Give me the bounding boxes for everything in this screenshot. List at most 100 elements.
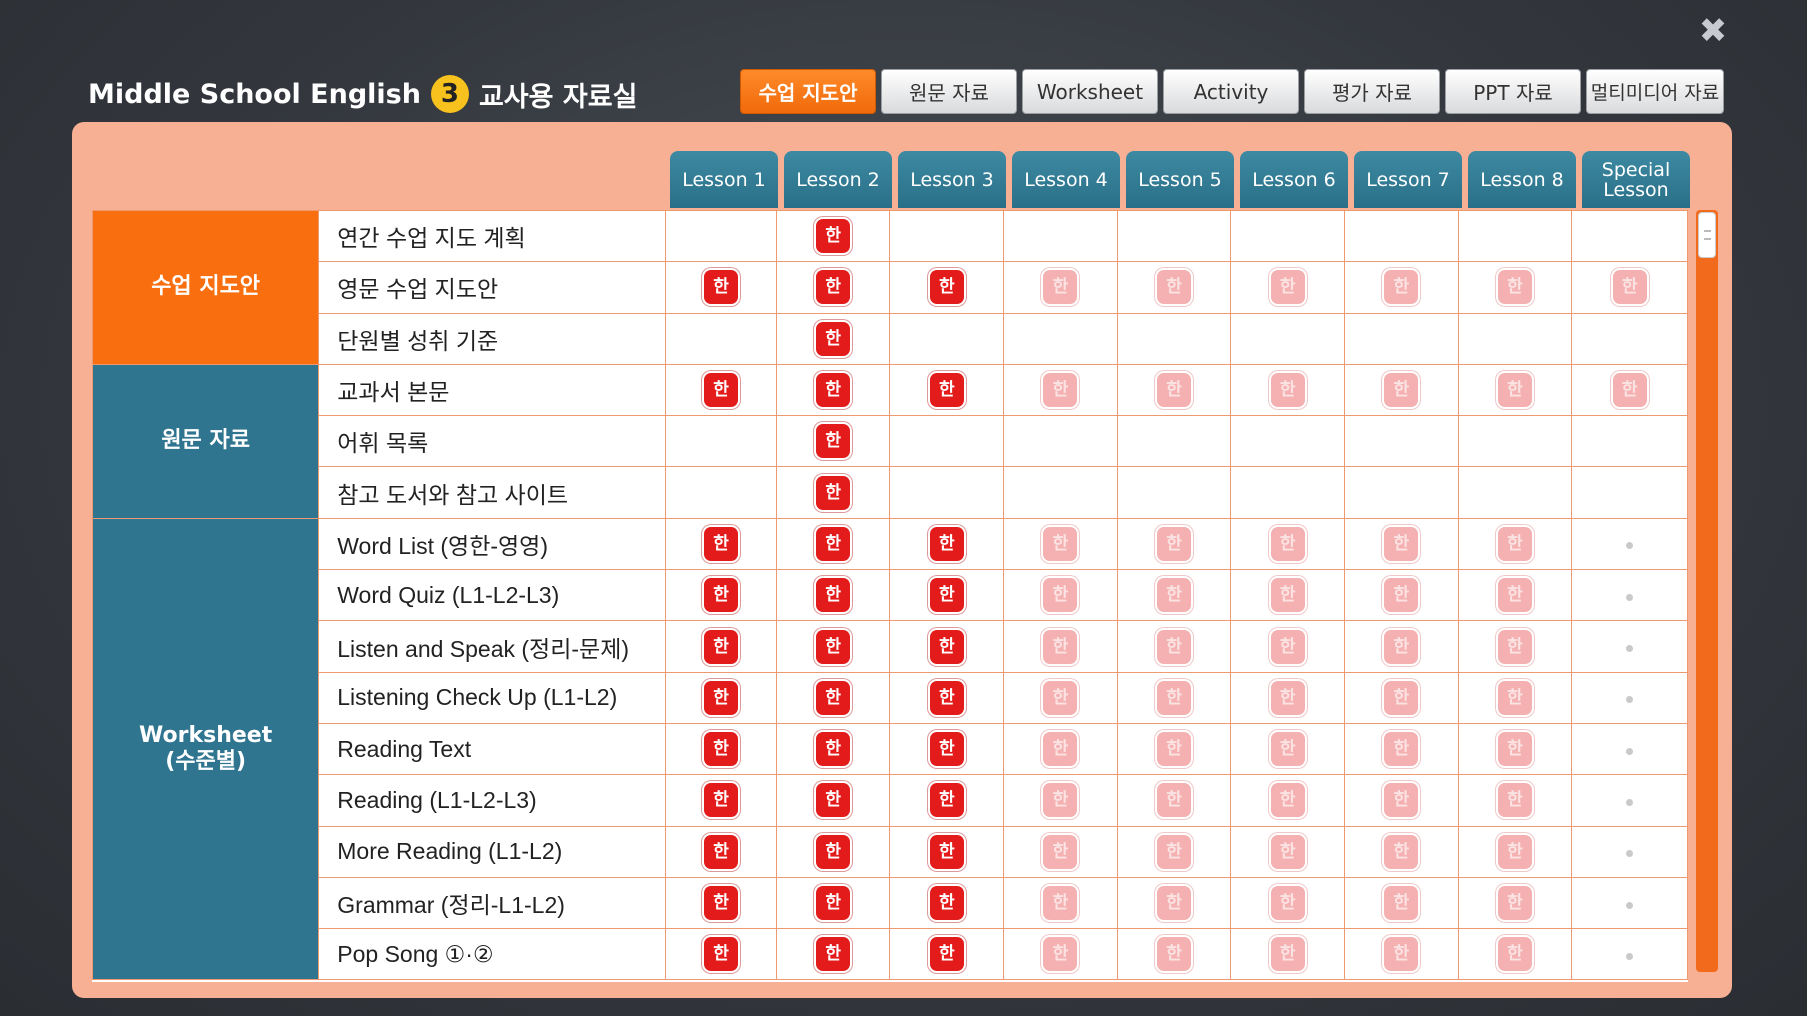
hangul-doc-icon[interactable]: 한 xyxy=(929,834,964,869)
hangul-doc-icon[interactable]: 한 xyxy=(704,270,739,305)
hangul-doc-icon[interactable]: 한 xyxy=(816,373,851,408)
lesson-tab-4[interactable]: Lesson 4 xyxy=(1012,151,1120,208)
lesson-cell xyxy=(1230,415,1346,468)
lesson-tab-6[interactable]: Lesson 6 xyxy=(1240,151,1348,208)
hangul-doc-icon[interactable]: 한 xyxy=(929,526,964,561)
hangul-doc-icon[interactable]: 한 xyxy=(816,526,851,561)
row-label: Pop Song ①·② xyxy=(318,928,667,981)
scrollbar-track[interactable] xyxy=(1696,210,1718,972)
hangul-doc-icon[interactable]: 한 xyxy=(816,578,851,613)
tab-lesson-plan[interactable]: 수업 지도안 xyxy=(740,69,876,114)
hangul-doc-icon[interactable]: 한 xyxy=(704,886,739,920)
hangul-doc-icon[interactable]: 한 xyxy=(816,219,851,254)
hangul-doc-icon[interactable]: 한 xyxy=(704,937,739,972)
tab-assessment[interactable]: 평가 자료 xyxy=(1304,69,1440,114)
lesson-tab-special[interactable]: Special Lesson xyxy=(1582,151,1690,208)
lesson-cell: 한 xyxy=(1003,363,1118,417)
hangul-doc-icon[interactable]: 한 xyxy=(704,834,739,869)
lesson-cell: 한 xyxy=(1003,876,1118,930)
hangul-doc-icon[interactable]: 한 xyxy=(816,680,851,715)
lesson-cell: 한 xyxy=(665,261,777,314)
hangul-doc-icon[interactable]: 한 xyxy=(816,321,851,356)
lesson-tab-3[interactable]: Lesson 3 xyxy=(898,151,1006,208)
tab-ppt[interactable]: PPT 자료 xyxy=(1445,69,1581,114)
hangul-doc-icon[interactable]: 한 xyxy=(816,834,851,869)
hangul-doc-icon: 한 xyxy=(1157,680,1192,715)
lesson-cell: 한 xyxy=(1344,928,1459,981)
close-icon[interactable]: ✖ xyxy=(1698,11,1728,51)
hangul-doc-icon[interactable]: 한 xyxy=(929,629,964,664)
hangul-doc-icon: 한 xyxy=(1384,578,1419,613)
table-row: Grammar (정리-L1-L2) 한 한 한 한 한 한 한 한 xyxy=(93,876,1688,930)
hangul-doc-icon: 한 xyxy=(1043,937,1078,972)
lesson-cell xyxy=(1116,415,1232,468)
hangul-doc-icon[interactable]: 한 xyxy=(929,937,964,972)
tab-source-material[interactable]: 원문 자료 xyxy=(881,69,1017,114)
hangul-doc-icon[interactable]: 한 xyxy=(704,680,739,715)
hangul-doc-icon[interactable]: 한 xyxy=(816,475,851,510)
lesson-cell xyxy=(1571,466,1688,519)
lesson-cell xyxy=(1003,415,1118,468)
lesson-cell: 한 xyxy=(1003,620,1118,673)
hangul-doc-icon[interactable]: 한 xyxy=(929,373,964,408)
hangul-doc-icon[interactable]: 한 xyxy=(816,424,851,459)
hangul-doc-icon[interactable]: 한 xyxy=(816,783,851,818)
hangul-doc-icon[interactable]: 한 xyxy=(816,732,851,767)
hangul-doc-icon[interactable]: 한 xyxy=(704,629,739,664)
hangul-doc-icon[interactable]: 한 xyxy=(704,578,739,613)
table-row: More Reading (L1-L2) 한 한 한 한 한 한 한 한 xyxy=(93,825,1688,878)
hangul-doc-icon[interactable]: 한 xyxy=(929,783,964,818)
tab-multimedia[interactable]: 멀티미디어 자료 xyxy=(1586,69,1724,114)
lesson-cell xyxy=(1571,825,1688,878)
lesson-tab-8[interactable]: Lesson 8 xyxy=(1468,151,1576,208)
hangul-doc-icon[interactable]: 한 xyxy=(816,629,851,664)
hangul-doc-icon: 한 xyxy=(1043,783,1078,818)
table-row: 어휘 목록 한 xyxy=(93,415,1688,468)
lesson-tab-7[interactable]: Lesson 7 xyxy=(1354,151,1462,208)
lesson-cell: 한 xyxy=(1344,876,1459,930)
hangul-doc-icon[interactable]: 한 xyxy=(704,732,739,767)
tab-worksheet[interactable]: Worksheet xyxy=(1022,69,1158,114)
unavailable-dot-icon xyxy=(1626,952,1634,960)
hangul-doc-icon[interactable]: 한 xyxy=(929,680,964,715)
hangul-doc-icon[interactable]: 한 xyxy=(929,578,964,613)
hangul-doc-icon[interactable]: 한 xyxy=(816,886,851,920)
lesson-tab-1[interactable]: Lesson 1 xyxy=(670,151,778,208)
hangul-doc-icon[interactable]: 한 xyxy=(704,373,739,408)
table-row: 단원별 성취 기준 한 xyxy=(93,312,1688,365)
lesson-tab-5[interactable]: Lesson 5 xyxy=(1126,151,1234,208)
table-row: 참고 도서와 참고 사이트 한 xyxy=(93,466,1688,519)
lesson-cell xyxy=(1571,415,1688,468)
hangul-doc-icon[interactable]: 한 xyxy=(704,526,739,561)
hangul-doc-icon[interactable]: 한 xyxy=(929,886,964,920)
grip-icon xyxy=(1704,230,1711,240)
lesson-tab-bar: Lesson 1 Lesson 2 Lesson 3 Lesson 4 Less… xyxy=(670,151,1690,208)
scrollbar-thumb[interactable] xyxy=(1698,212,1716,258)
lesson-cell xyxy=(1116,210,1232,263)
hangul-doc-icon[interactable]: 한 xyxy=(816,270,851,305)
hangul-doc-icon: 한 xyxy=(1157,373,1192,408)
hangul-doc-icon[interactable]: 한 xyxy=(816,937,851,972)
lesson-cell: 한 xyxy=(1230,363,1346,417)
row-label: Word Quiz (L1-L2-L3) xyxy=(318,569,667,622)
lesson-cell: 한 xyxy=(775,517,891,571)
hangul-doc-icon[interactable]: 한 xyxy=(929,732,964,767)
tab-activity[interactable]: Activity xyxy=(1163,69,1299,114)
lesson-cell: 한 xyxy=(1230,928,1346,981)
top-tab-bar: 수업 지도안 원문 자료 Worksheet Activity 평가 자료 PP… xyxy=(740,69,1724,114)
hangul-doc-icon: 한 xyxy=(1497,937,1532,972)
hangul-doc-icon[interactable]: 한 xyxy=(704,783,739,818)
row-label: Listen and Speak (정리-문제) xyxy=(318,620,667,673)
resource-grid: 수업 지도안 연간 수업 지도 계획 한 영문 수업 지도안 한 한 한 한 한 한 한 한 한 단원별 … xyxy=(92,210,1688,982)
hangul-doc-icon: 한 xyxy=(1384,732,1419,767)
lesson-cell: 한 xyxy=(1003,825,1118,878)
lesson-cell: 한 xyxy=(1116,876,1232,930)
unavailable-dot-icon xyxy=(1626,696,1634,704)
lesson-cell: 한 xyxy=(1116,722,1232,776)
hangul-doc-icon[interactable]: 한 xyxy=(929,270,964,305)
hangul-doc-icon: 한 xyxy=(1043,834,1078,869)
lesson-tab-2[interactable]: Lesson 2 xyxy=(784,151,892,208)
hangul-doc-icon: 한 xyxy=(1043,680,1078,715)
lesson-cell: 한 xyxy=(665,774,777,827)
lesson-cell: 한 xyxy=(1003,928,1118,981)
